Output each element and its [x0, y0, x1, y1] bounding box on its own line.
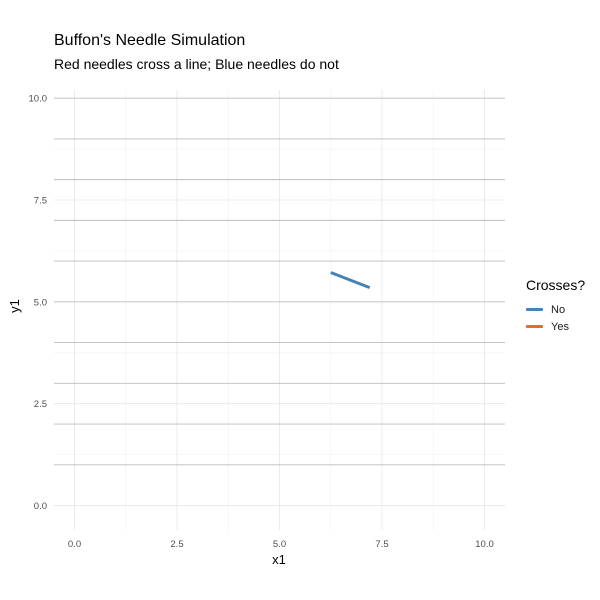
y-tick-label: 5.0 — [34, 297, 47, 308]
needle-segment — [330, 271, 371, 289]
legend-item-yes: Yes — [526, 318, 585, 335]
legend-key-yes — [526, 325, 543, 328]
x-tick-label: 5.0 — [273, 539, 286, 550]
legend-label-yes: Yes — [551, 320, 569, 333]
chart-title: Buffon's Needle Simulation — [54, 32, 246, 49]
legend-item-no: No — [526, 301, 585, 318]
x-tick-label: 10.0 — [475, 539, 494, 550]
legend-key-no — [526, 308, 543, 311]
y-tick-label: 0.0 — [34, 501, 47, 512]
legend-label-no: No — [551, 303, 566, 316]
chart-subtitle: Red needles cross a line; Blue needles d… — [54, 56, 339, 72]
y-tick-label: 7.5 — [34, 196, 47, 207]
y-tick-label: 10.0 — [29, 94, 48, 105]
x-tick-label: 7.5 — [375, 539, 388, 550]
x-axis-title: x1 — [272, 552, 286, 567]
y-axis-title: y1 — [7, 299, 22, 313]
x-tick-label: 0.0 — [68, 539, 81, 550]
legend: Crosses? No Yes — [526, 277, 585, 335]
y-tick-label: 2.5 — [34, 399, 47, 410]
legend-title: Crosses? — [526, 277, 586, 293]
x-tick-label: 2.5 — [170, 539, 183, 550]
